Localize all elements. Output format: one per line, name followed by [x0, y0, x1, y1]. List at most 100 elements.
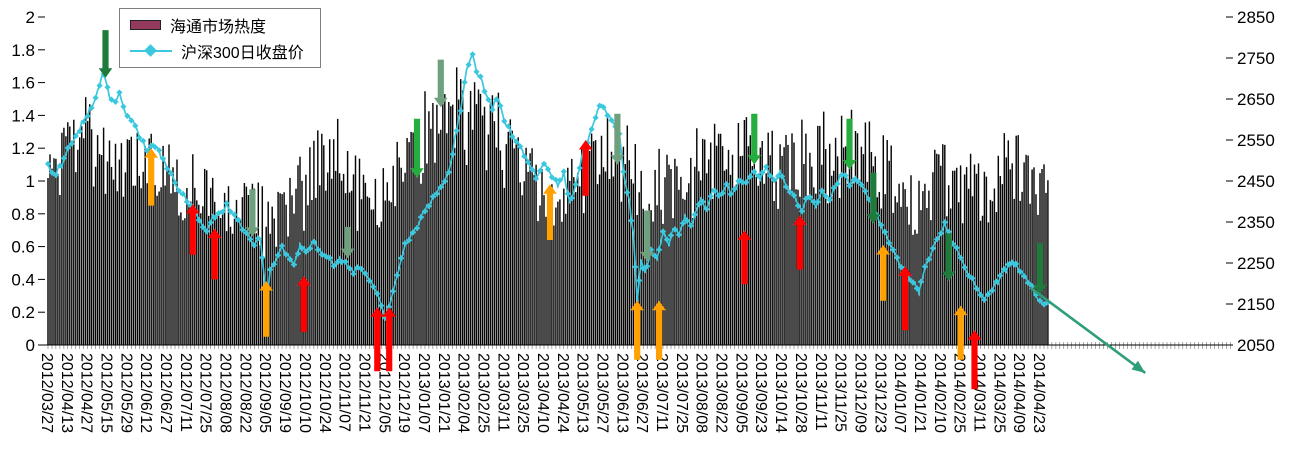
arrow-down-icon: [866, 172, 881, 224]
svg-text:2013/03/11: 2013/03/11: [494, 353, 511, 432]
svg-text:2013/08/22: 2013/08/22: [713, 353, 730, 433]
arrow-down-icon: [340, 226, 355, 259]
legend-label-market-heat: 海通市场热度: [170, 18, 267, 36]
svg-text:2012/11/21: 2012/11/21: [355, 353, 372, 432]
svg-text:0.8: 0.8: [11, 205, 35, 224]
svg-text:2050: 2050: [1237, 336, 1275, 355]
arrow-up-icon: [737, 230, 752, 285]
trend-arrow: [1029, 286, 1146, 374]
svg-text:2013/01/21: 2013/01/21: [435, 353, 452, 433]
svg-text:2013/01/07: 2013/01/07: [415, 353, 432, 433]
svg-text:2012/10/10: 2012/10/10: [296, 353, 313, 433]
svg-text:2250: 2250: [1237, 254, 1275, 273]
svg-text:1: 1: [26, 172, 35, 191]
svg-text:2012/06/12: 2012/06/12: [137, 353, 154, 433]
legend-item-market-heat: 海通市场热度: [130, 14, 304, 36]
svg-text:2150: 2150: [1237, 295, 1275, 314]
chart-legend: 海通市场热度 沪深300日收盘价: [119, 8, 321, 68]
svg-text:2012/09/05: 2012/09/05: [256, 353, 273, 433]
arrow-down-icon: [842, 118, 857, 170]
svg-text:1.6: 1.6: [11, 74, 35, 93]
arrow-up-icon: [876, 245, 891, 301]
svg-text:2014/02/10: 2014/02/10: [931, 353, 948, 433]
svg-text:2013/04/10: 2013/04/10: [534, 353, 551, 433]
svg-text:2850: 2850: [1237, 8, 1275, 27]
arrow-up-icon: [898, 266, 912, 331]
legend-item-csi300-close: 沪深300日收盘价: [130, 40, 304, 62]
svg-text:2013/06/13: 2013/06/13: [613, 353, 630, 433]
svg-text:2013/05/27: 2013/05/27: [594, 353, 611, 433]
arrow-up-icon: [259, 281, 273, 337]
svg-text:2013/11/25: 2013/11/25: [832, 353, 849, 432]
svg-text:2013/09/23: 2013/09/23: [752, 353, 769, 433]
svg-text:2013/10/28: 2013/10/28: [792, 353, 809, 433]
svg-text:2013/10/14: 2013/10/14: [772, 353, 789, 433]
svg-text:2: 2: [26, 8, 35, 27]
arrow-up-icon: [630, 300, 644, 360]
svg-text:2012/10/24: 2012/10/24: [316, 353, 333, 433]
svg-text:2013/07/25: 2013/07/25: [673, 353, 690, 433]
svg-text:2650: 2650: [1237, 90, 1275, 109]
svg-text:2012/11/07: 2012/11/07: [336, 353, 353, 432]
arrow-up-icon: [186, 204, 200, 255]
svg-text:2014/02/25: 2014/02/25: [951, 353, 968, 433]
arrow-down-icon: [434, 59, 448, 108]
svg-text:2012/09/19: 2012/09/19: [276, 353, 293, 433]
svg-text:2013/06/27: 2013/06/27: [633, 353, 650, 433]
svg-text:2013/03/25: 2013/03/25: [514, 353, 531, 433]
arrow-down-icon: [410, 118, 424, 178]
signal-arrows: [98, 30, 1047, 390]
arrow-up-icon: [953, 305, 968, 360]
svg-text:0.2: 0.2: [11, 303, 35, 322]
svg-text:2014/03/25: 2014/03/25: [990, 353, 1007, 433]
legend-label-csi300-close: 沪深300日收盘价: [181, 44, 304, 62]
right-axis-labels: 2050 2150 2250 2350 2450 2550 2650 2750 2850: [1237, 8, 1275, 355]
arrow-up-icon: [652, 300, 666, 360]
svg-text:2013/08/08: 2013/08/08: [693, 353, 710, 433]
axes: [38, 16, 1233, 346]
svg-text:2012/08/08: 2012/08/08: [217, 353, 234, 433]
svg-text:2012/03/27: 2012/03/27: [38, 353, 55, 433]
svg-text:2012/04/27: 2012/04/27: [78, 353, 95, 433]
svg-text:0.6: 0.6: [11, 238, 35, 257]
x-axis-labels: 2012/03/27 2012/04/13 2012/04/27 2012/05/15…: [38, 353, 1047, 433]
arrow-down-icon: [941, 233, 956, 281]
arrow-up-icon: [144, 148, 158, 206]
arrow-down-icon: [1033, 243, 1047, 295]
arrow-down-icon: [98, 30, 113, 78]
svg-text:2012/05/15: 2012/05/15: [98, 353, 115, 433]
svg-text:2013/02/25: 2013/02/25: [475, 353, 492, 433]
arrow-up-icon: [297, 276, 311, 332]
svg-text:2014/04/09: 2014/04/09: [1010, 353, 1027, 433]
arrow-up-icon: [382, 307, 396, 372]
arrow-down-icon: [245, 189, 260, 237]
svg-text:2013/11/11: 2013/11/11: [812, 353, 829, 431]
svg-text:2012/05/29: 2012/05/29: [117, 353, 134, 433]
svg-text:1.8: 1.8: [11, 41, 35, 60]
svg-text:2350: 2350: [1237, 213, 1275, 232]
svg-text:2013/02/04: 2013/02/04: [455, 353, 472, 433]
arrow-down-icon: [610, 113, 625, 165]
svg-text:1.2: 1.2: [11, 139, 35, 158]
svg-text:2014/01/21: 2014/01/21: [911, 353, 928, 433]
arrow-down-icon: [747, 113, 762, 165]
svg-text:2012/12/19: 2012/12/19: [395, 353, 412, 433]
arrow-up-icon: [543, 184, 557, 240]
diamond-marker-icon: [144, 43, 157, 57]
left-axis-labels: 0 0.2 0.4 0.6 0.8 1 1.2 1.4 1.6 1.8 2: [11, 8, 35, 355]
svg-text:2013/12/23: 2013/12/23: [871, 353, 888, 433]
svg-text:2013/09/05: 2013/09/05: [732, 353, 749, 433]
svg-text:2012/12/05: 2012/12/05: [375, 353, 392, 433]
svg-text:2013/12/09: 2013/12/09: [851, 353, 868, 433]
svg-text:2013/05/13: 2013/05/13: [574, 353, 591, 433]
svg-text:2013/04/24: 2013/04/24: [554, 353, 571, 433]
svg-text:0.4: 0.4: [11, 270, 35, 289]
bar-series-swatch: [130, 19, 161, 30]
price-line: [44, 51, 1051, 321]
svg-text:2012/04/13: 2012/04/13: [58, 353, 75, 433]
arrow-up-icon: [207, 228, 222, 280]
arrow-up-icon: [578, 140, 593, 196]
svg-text:2750: 2750: [1237, 49, 1275, 68]
